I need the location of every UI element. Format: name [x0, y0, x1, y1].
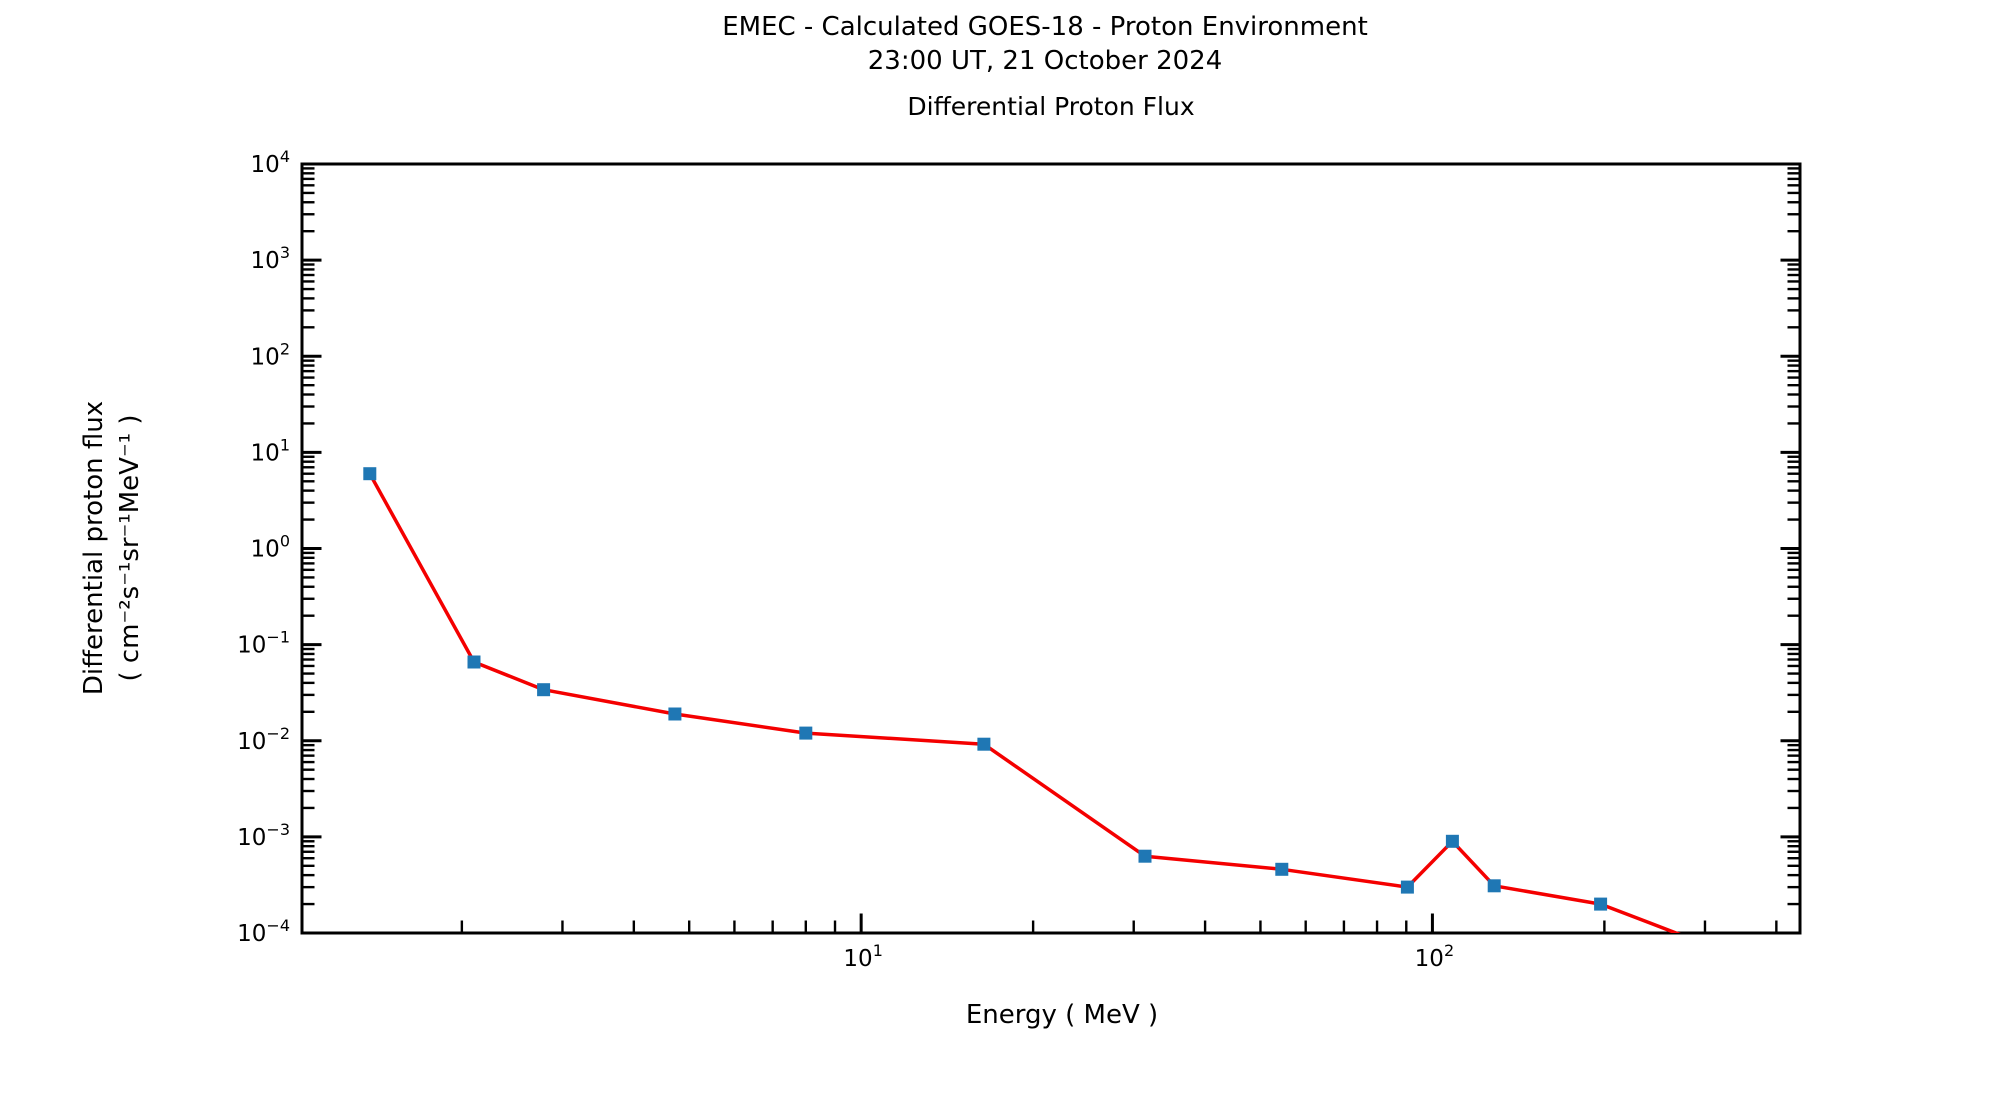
svg-text:10−3: 10−3 — [237, 820, 290, 851]
svg-text:10−4: 10−4 — [237, 916, 290, 947]
x-axis-label: Energy ( MeV ) — [965, 1000, 1159, 1030]
data-series — [363, 467, 1681, 933]
data-line — [368, 471, 1681, 933]
svg-text:10−1: 10−1 — [237, 628, 290, 659]
figure-title-line1: EMEC - Calculated GOES-18 - Proton Envir… — [722, 12, 1368, 42]
svg-text:101: 101 — [251, 435, 290, 466]
svg-text:101: 101 — [843, 941, 882, 972]
svg-text:10−2: 10−2 — [237, 724, 290, 755]
svg-text:102: 102 — [1415, 941, 1454, 972]
tick-labels: 10−4 10−3 10−2 10−1 100 101 102 103 104 101 102 — [237, 147, 1454, 972]
figure-title-line2: 23:00 UT, 21 October 2024 — [867, 46, 1223, 76]
svg-text:104: 104 — [251, 147, 290, 178]
svg-text:100: 100 — [251, 532, 290, 563]
axis-ticks — [303, 162, 1799, 935]
axes-title: Differential Proton Flux — [907, 92, 1195, 121]
data-markers — [363, 467, 1608, 911]
axes-frame — [300, 162, 1802, 935]
svg-text:102: 102 — [251, 339, 290, 370]
svg-text:103: 103 — [251, 243, 290, 274]
